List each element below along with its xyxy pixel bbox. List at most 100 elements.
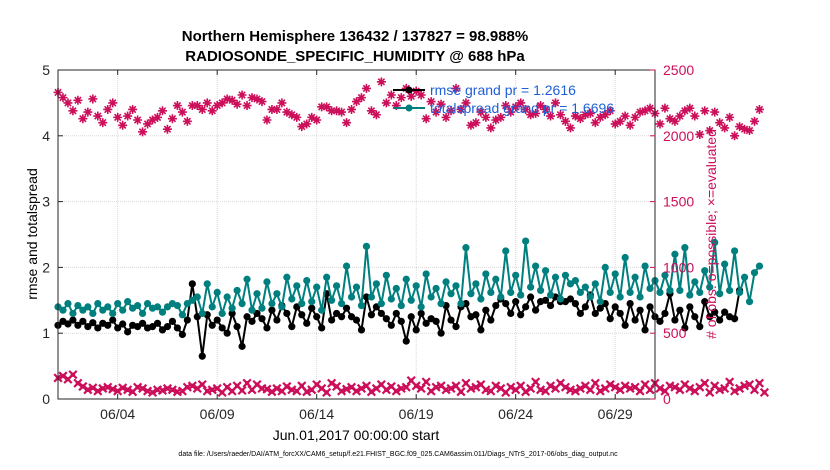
obs-evaluated-marker-center <box>219 390 225 395</box>
obs-evaluated-marker-center <box>608 382 613 387</box>
series-point <box>183 316 191 324</box>
obs-possible-marker-center <box>324 104 329 110</box>
obs-possible-marker-center <box>100 120 105 125</box>
obs-evaluated-marker-center <box>593 381 598 386</box>
series-point <box>402 337 410 345</box>
series-point <box>641 326 649 334</box>
obs-evaluated-marker-center <box>60 373 66 379</box>
series-point <box>691 278 699 286</box>
y-axis-left-label: rmse and totalspread <box>24 168 40 300</box>
x-tick-label: 06/09 <box>200 406 235 422</box>
series-point <box>362 293 371 301</box>
obs-evaluated-marker-center <box>637 388 643 394</box>
obs-evaluated-marker-center <box>294 388 299 394</box>
series-point <box>532 306 540 314</box>
obs-evaluated-marker-center <box>473 384 479 390</box>
series-point <box>452 282 460 290</box>
series-point <box>417 303 425 311</box>
obs-possible-marker-center <box>732 133 737 138</box>
series-point <box>273 290 281 298</box>
obs-evaluated-marker-center <box>518 383 523 389</box>
series-point <box>517 291 525 299</box>
series-point <box>178 330 186 339</box>
series-point <box>576 309 584 318</box>
series-point <box>546 301 555 310</box>
obs-possible-marker-center <box>702 108 707 113</box>
series-point <box>402 275 410 283</box>
obs-evaluated-marker-center <box>722 386 727 391</box>
obs-evaluated-marker-center <box>190 383 195 389</box>
obs-possible-marker-center <box>200 107 205 112</box>
series-point <box>248 306 256 314</box>
obs-evaluated-marker-center <box>414 383 419 389</box>
series-point <box>546 291 555 299</box>
obs-possible-marker-center <box>498 115 503 120</box>
series-point <box>591 280 599 288</box>
series-point <box>681 324 689 332</box>
series-point <box>397 317 405 325</box>
series-point <box>198 352 206 360</box>
obs-evaluated-marker-center <box>573 388 578 394</box>
series-point <box>173 324 181 332</box>
x-axis-label: Jun.01,2017 00:00:00 start <box>273 427 440 443</box>
chart-title: Northern Hemisphere 136432 / 137827 = 98… <box>182 28 528 45</box>
obs-possible-marker-center <box>443 115 449 120</box>
series-point <box>89 319 97 327</box>
plot-area <box>58 70 655 399</box>
obs-evaluated-marker-center <box>409 378 414 383</box>
obs-possible-marker-center <box>369 108 374 113</box>
series-point <box>671 250 679 258</box>
obs-evaluated-marker-center <box>354 388 359 394</box>
obs-possible-marker-center <box>175 103 180 108</box>
obs-possible-marker-center <box>70 108 76 113</box>
series-point <box>636 293 644 301</box>
y-tick-right-label: 1500 <box>663 194 694 210</box>
obs-possible-marker-center <box>409 94 414 99</box>
series-point <box>94 324 102 332</box>
series-point <box>263 324 271 332</box>
series-point <box>472 280 480 288</box>
obs-possible-marker-center <box>747 128 752 133</box>
y-tick-right-label: 0 <box>663 391 671 407</box>
series-point <box>74 301 82 310</box>
obs-evaluated-marker-center <box>762 390 767 395</box>
obs-possible-marker-center <box>692 113 697 119</box>
series-point <box>163 323 172 331</box>
series-point <box>571 276 580 285</box>
series-point <box>676 306 684 314</box>
obs-evaluated-marker-center <box>75 381 81 386</box>
series-point <box>352 316 361 324</box>
obs-evaluated-marker-center <box>553 386 558 391</box>
series-point <box>124 298 132 306</box>
series-point <box>84 303 92 311</box>
series-point <box>382 271 390 279</box>
obs-possible-marker-center <box>622 113 628 119</box>
obs-possible-marker-center <box>190 103 195 108</box>
obs-evaluated-marker-center <box>70 372 76 377</box>
series-point <box>337 299 346 308</box>
obs-possible-marker-center <box>463 100 469 106</box>
series-point <box>94 299 102 308</box>
series-point <box>283 309 291 318</box>
obs-possible-marker-center <box>662 105 668 111</box>
obs-evaluated-marker-center <box>95 388 101 394</box>
series-point <box>522 237 530 245</box>
series-point <box>641 262 649 270</box>
obs-possible-marker-center <box>299 124 304 129</box>
series-point <box>198 309 206 318</box>
series-point <box>701 298 709 306</box>
obs-possible-marker-center <box>423 116 429 121</box>
series-point <box>188 280 196 288</box>
series-point <box>676 286 684 295</box>
series-point <box>138 309 147 318</box>
y-tick-left-label: 4 <box>42 128 50 144</box>
series-point <box>437 299 445 308</box>
obs-evaluated-marker-center <box>657 386 663 391</box>
x-tick-label: 06/04 <box>100 406 135 422</box>
series-point <box>223 329 231 337</box>
obs-possible-marker-center <box>359 95 364 100</box>
obs-possible-marker-center <box>677 113 683 119</box>
obs-possible-marker-center <box>642 108 648 113</box>
obs-evaluated-marker-center <box>249 387 255 392</box>
series-point <box>114 299 122 308</box>
